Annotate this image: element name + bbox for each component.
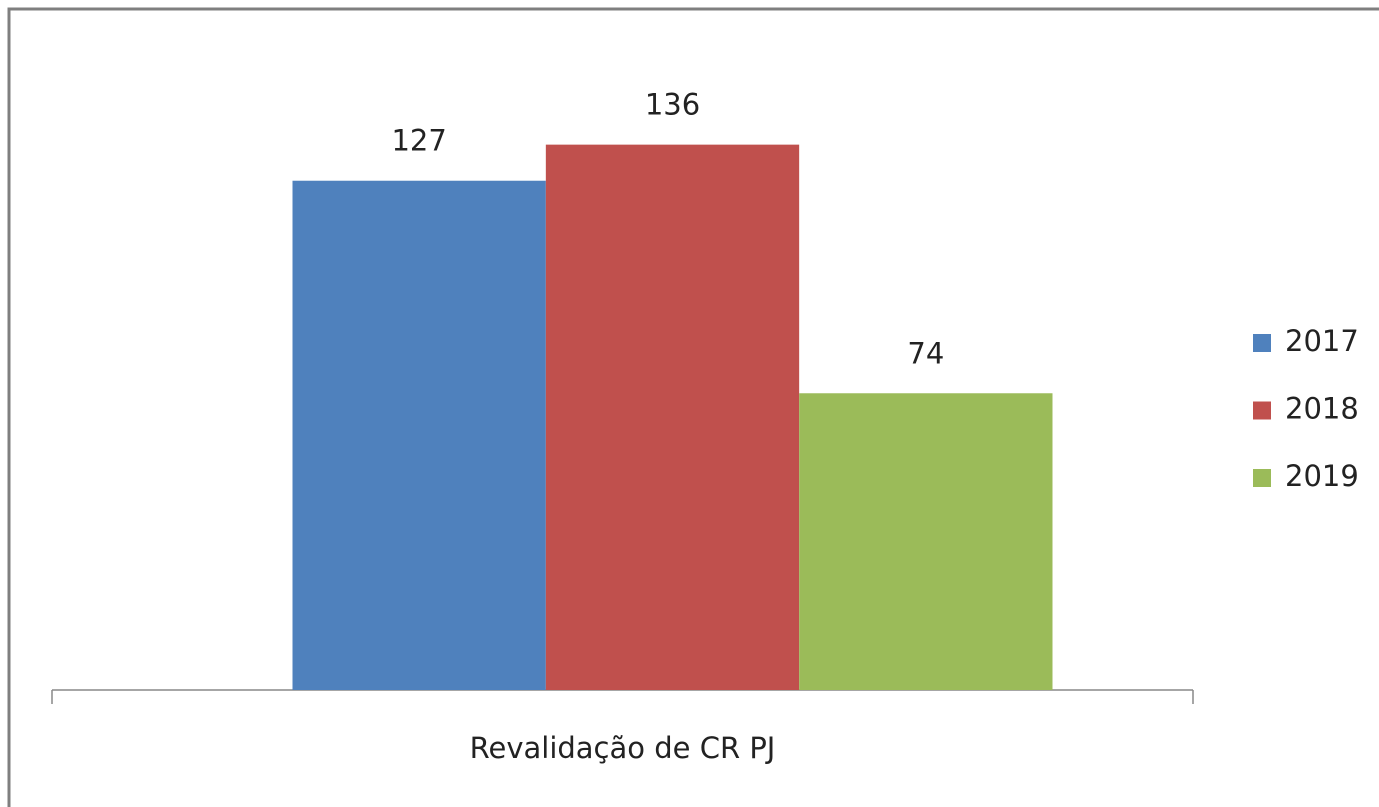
legend-swatch <box>1253 334 1271 352</box>
bar <box>292 180 546 691</box>
data-label: 74 <box>907 336 944 370</box>
legend-swatch <box>1253 469 1271 487</box>
data-label: 136 <box>645 88 700 122</box>
legend-swatch <box>1253 401 1271 420</box>
legend-label: 2018 <box>1285 392 1359 426</box>
data-label: 127 <box>391 124 446 158</box>
bar <box>545 144 800 690</box>
legend-label: 2019 <box>1285 459 1359 493</box>
bar <box>799 393 1053 690</box>
legend-label: 2017 <box>1285 324 1359 358</box>
x-tick-label: Revalidação de CR PJ <box>470 731 776 765</box>
